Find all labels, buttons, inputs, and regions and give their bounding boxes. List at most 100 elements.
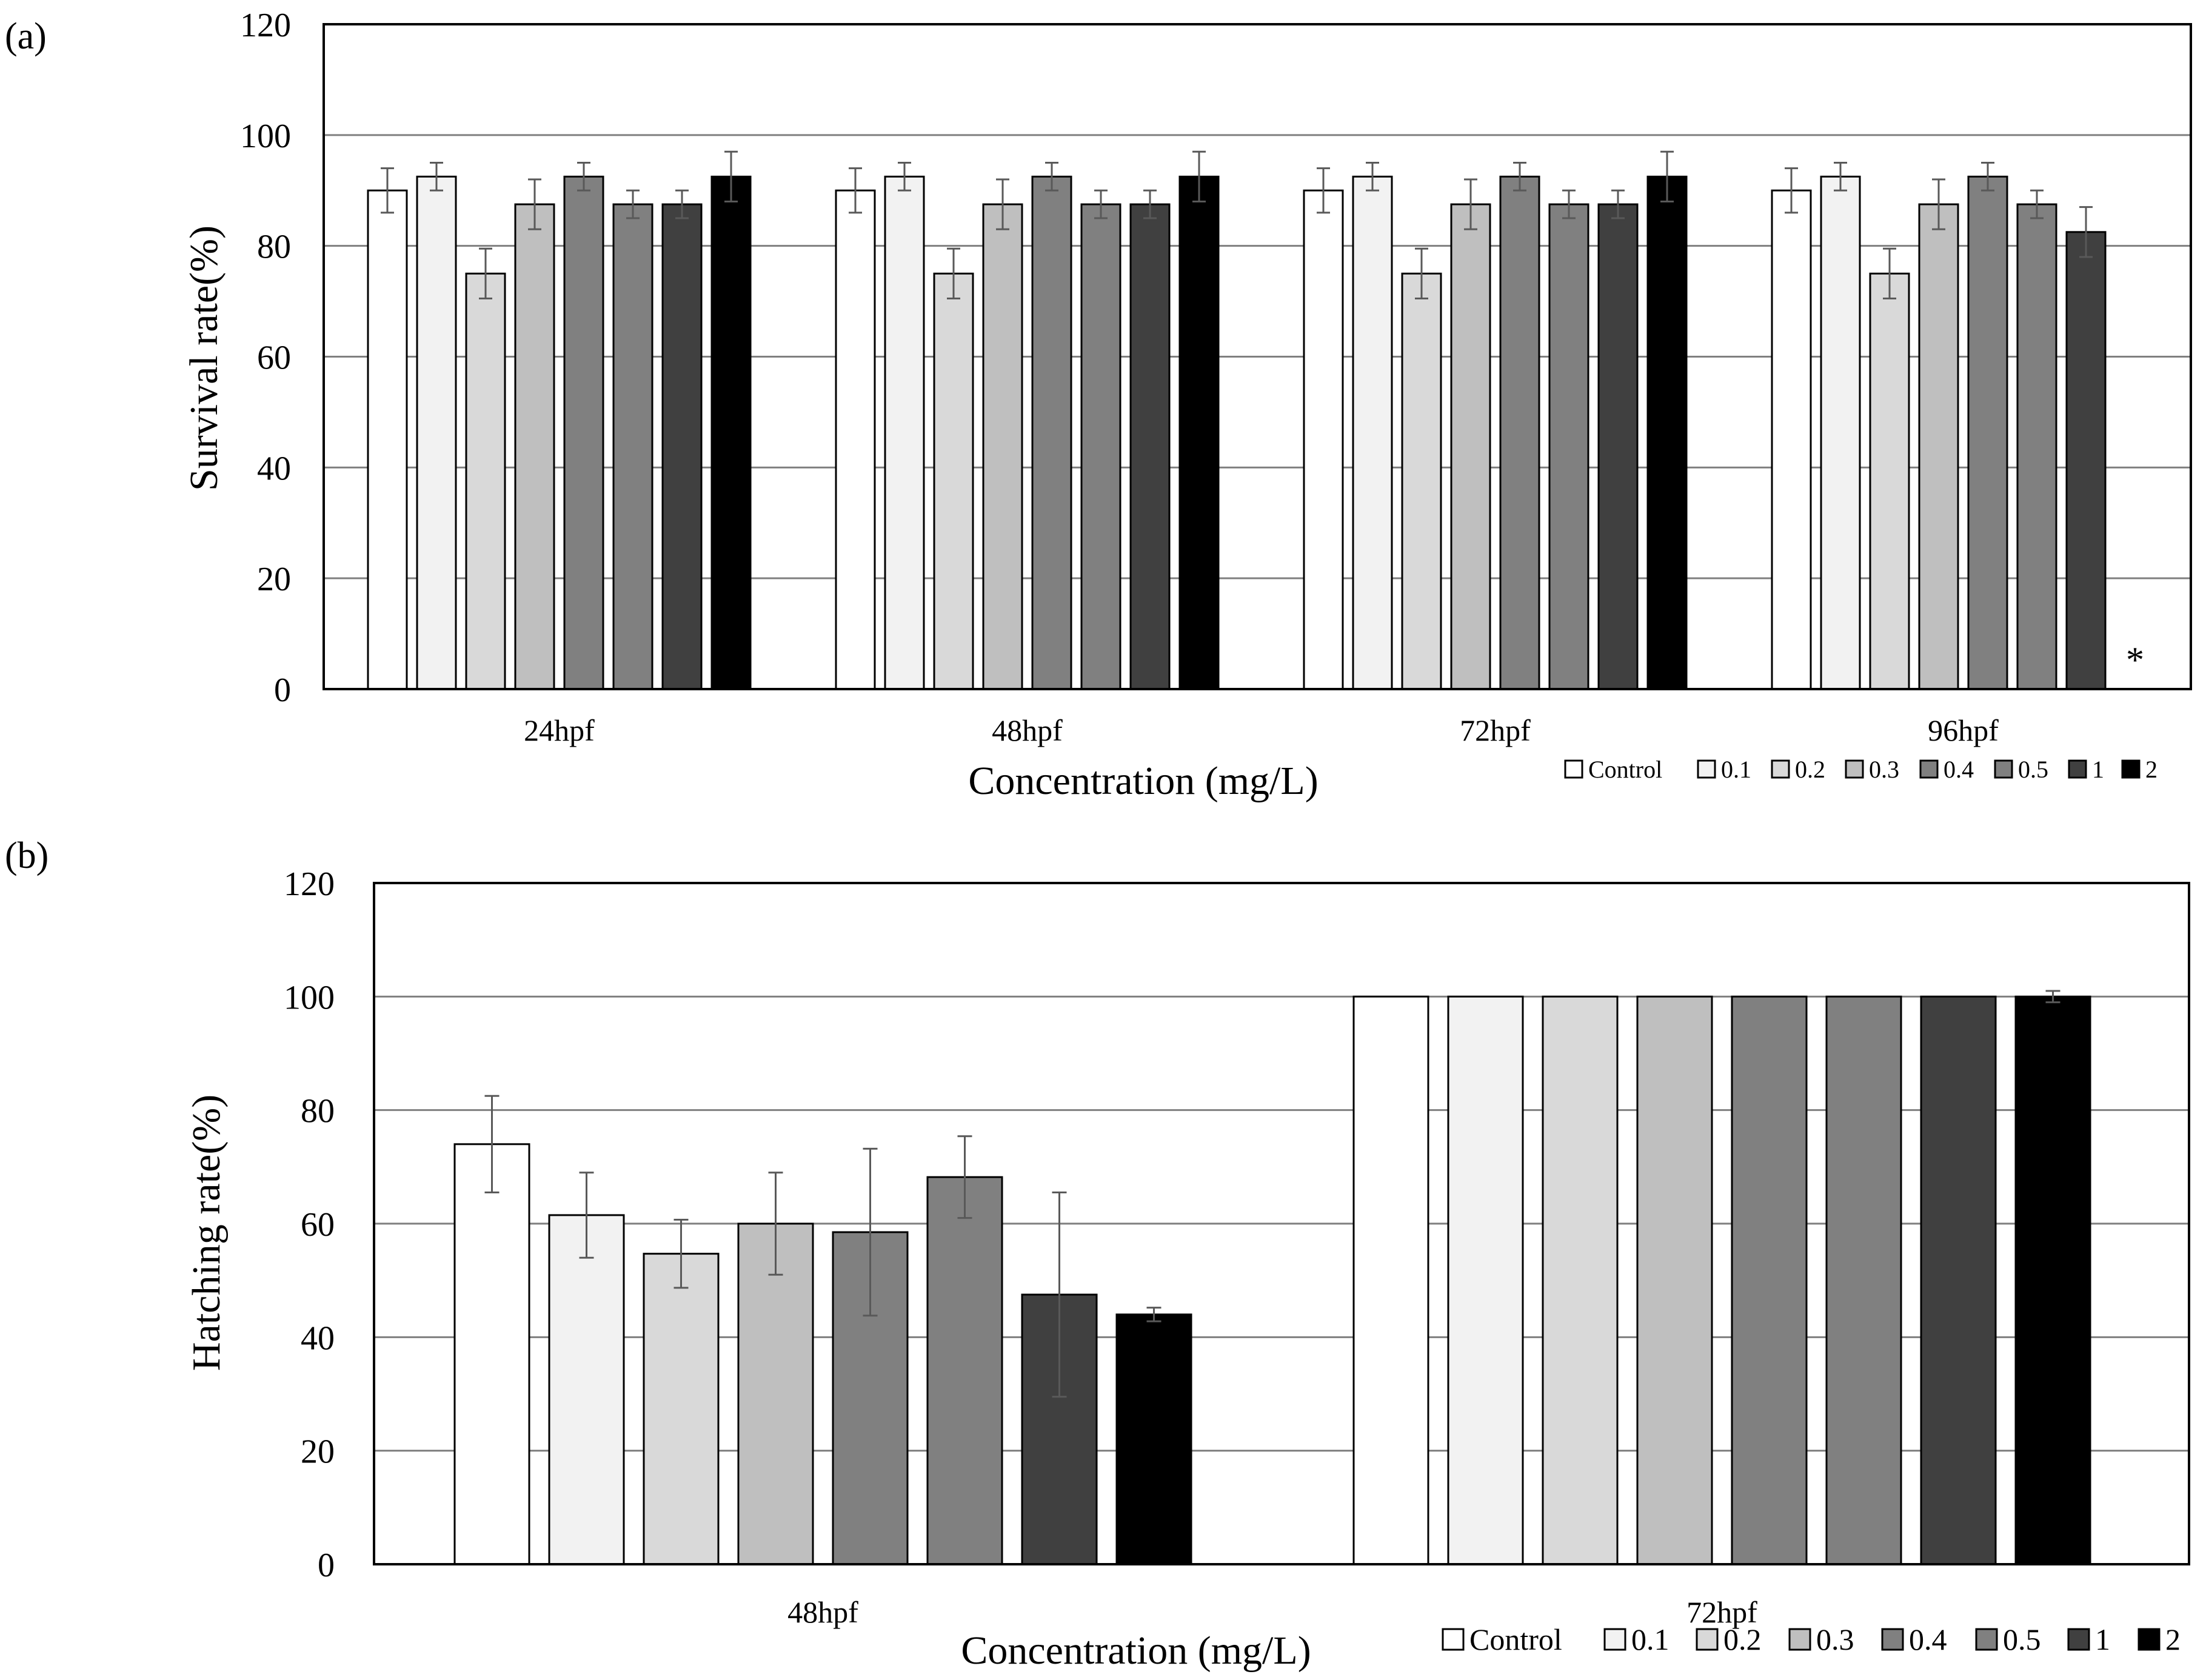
panel-b-bar bbox=[548, 1214, 625, 1565]
panel-b-plot: 0 20 40 60 80 100 120 48hpf 72hpf Control 0.1 0.2 0.… bbox=[284, 865, 2190, 1656]
panel-a-bar bbox=[2065, 231, 2107, 690]
panel-b-bar bbox=[2014, 995, 2091, 1565]
panel-a-label: (a) bbox=[5, 16, 47, 57]
panel-b-bar bbox=[643, 1253, 720, 1565]
panel-b-legend-swatch bbox=[2137, 1628, 2161, 1651]
panel-a-bar bbox=[710, 175, 752, 690]
panel-a-bar bbox=[514, 203, 555, 690]
panel-a-bar bbox=[982, 203, 1023, 690]
panel-a-plot-frame bbox=[323, 23, 2192, 690]
panel-a-legend-swatch bbox=[1564, 759, 1583, 779]
panel-a-bar bbox=[1080, 203, 1121, 690]
panel-b-ytick-label: 120 bbox=[284, 865, 335, 903]
panel-a-bar bbox=[465, 272, 506, 690]
panel-b-legend-label: 0.4 bbox=[1909, 1622, 1947, 1656]
panel-a-ytick-label: 40 bbox=[257, 450, 291, 487]
panel-b-legend-swatch bbox=[1442, 1628, 1465, 1651]
panel-a-bar bbox=[933, 272, 974, 690]
panel-a-bar bbox=[2016, 203, 2057, 690]
panel-b-legend-label: 0.5 bbox=[2003, 1622, 2041, 1656]
panel-a-ylabel: Survival rate(%) bbox=[182, 225, 226, 491]
panel-b-bar bbox=[1447, 995, 1524, 1565]
panel-a-bar bbox=[884, 175, 925, 690]
panel-b-bar bbox=[1542, 995, 1619, 1565]
panel-a-bar bbox=[835, 189, 876, 690]
panel-b-legend-label: 0.3 bbox=[1816, 1622, 1854, 1656]
panel-a-bar bbox=[1548, 203, 1589, 690]
panel-a-legend-swatch bbox=[1771, 759, 1790, 779]
panel-b-label: (b) bbox=[5, 835, 48, 876]
panel-a-significance-annotation: * bbox=[2126, 640, 2144, 680]
panel-a-legend-swatch bbox=[1697, 759, 1716, 779]
panel-a-bar bbox=[1597, 203, 1639, 690]
panel-b-ytick-label: 40 bbox=[301, 1319, 335, 1357]
panel-a-legend-label: 0.5 bbox=[2018, 756, 2048, 783]
panel-a-bar bbox=[1646, 175, 1688, 690]
panel-a-bar bbox=[1869, 272, 1910, 690]
panel-a-legend-label: Control bbox=[1588, 756, 1662, 783]
panel-a-bar bbox=[1499, 175, 1540, 690]
panel-a-category-label: 24hpf bbox=[524, 713, 595, 747]
panel-a-bar bbox=[1031, 175, 1072, 690]
panel-b-ytick-label: 100 bbox=[284, 979, 335, 1016]
panel-a-bar bbox=[1918, 203, 1959, 690]
panel-a-legend-swatch bbox=[1845, 759, 1864, 779]
panel-b-legend-swatch bbox=[1975, 1628, 1998, 1651]
panel-b-bar bbox=[1115, 1313, 1192, 1565]
panel-b-xlabel: Concentration (mg/L) bbox=[961, 1628, 1311, 1673]
panel-a-bar bbox=[1967, 175, 2008, 690]
panel-b-ytick-label: 60 bbox=[301, 1206, 335, 1244]
panel-b-legend-swatch bbox=[1881, 1628, 1904, 1651]
panel-b-legend-label: 2 bbox=[2165, 1622, 2181, 1656]
panel-b-legend-swatch bbox=[1788, 1628, 1811, 1651]
panel-a-ytick-label: 120 bbox=[240, 7, 291, 44]
panel-a-ytick-label: 20 bbox=[257, 561, 291, 598]
panel-a-bar bbox=[563, 175, 604, 690]
panel-b-bar bbox=[453, 1143, 530, 1565]
panel-b-bar bbox=[1920, 995, 1997, 1565]
panel-b-bar bbox=[1731, 995, 1808, 1565]
panel-b-legend-label: 0.2 bbox=[1723, 1622, 1762, 1656]
panel-a-bar bbox=[1401, 272, 1442, 690]
panel-a-ytick-label: 80 bbox=[257, 228, 291, 266]
panel-a-bar bbox=[661, 203, 703, 690]
panel-a-legend-swatch bbox=[2121, 759, 2141, 779]
panel-a-bar bbox=[1820, 175, 1861, 690]
panel-a-bar bbox=[416, 175, 457, 690]
panel-b-bar bbox=[737, 1222, 814, 1565]
panel-a-bar bbox=[1771, 189, 1812, 690]
panel-a-ytick-label: 0 bbox=[274, 672, 291, 709]
panel-b-legend-label: Control bbox=[1469, 1622, 1562, 1656]
panel-a-legend-swatch bbox=[2068, 759, 2087, 779]
panel-a-bar bbox=[1450, 203, 1491, 690]
panel-b-bar bbox=[926, 1176, 1003, 1565]
panel-a-ytick-label: 100 bbox=[240, 118, 291, 155]
panel-a-legend-label: 0.3 bbox=[1869, 756, 1899, 783]
panel-b-ytick-label: 80 bbox=[301, 1093, 335, 1130]
panel-b-ylabel: Hatching rate(%) bbox=[184, 1095, 229, 1371]
panel-b-bar bbox=[1825, 995, 1902, 1565]
panel-a-bar bbox=[1303, 189, 1344, 690]
panel-b-category-label: 48hpf bbox=[787, 1595, 858, 1629]
panel-b-legend-swatch bbox=[1696, 1628, 1719, 1651]
panel-b-legend-label: 1 bbox=[2095, 1622, 2110, 1656]
panel-a-legend-label: 0.1 bbox=[1721, 756, 1751, 783]
panel-a-category-label: 96hpf bbox=[1928, 713, 1999, 747]
panel-a-category-label: 72hpf bbox=[1460, 713, 1531, 747]
panel-a-legend-swatch bbox=[1994, 759, 2013, 779]
panel-a-legend-swatch bbox=[1919, 759, 1939, 779]
panel-b-legend-swatch bbox=[2067, 1628, 2090, 1651]
panel-a-bar bbox=[1178, 175, 1220, 690]
panel-b-bar bbox=[1352, 995, 1429, 1565]
panel-a-plot: 0 20 40 60 80 100 120 24hpf 48hpf 72hpf 96hpf * Cont… bbox=[240, 7, 2192, 783]
panel-a-xlabel: Concentration (mg/L) bbox=[968, 759, 1318, 803]
panel-a-bar bbox=[367, 189, 408, 690]
panel-a-ytick-label: 60 bbox=[257, 339, 291, 377]
panel-b-plot-frame bbox=[373, 882, 2190, 1565]
panel-b-ytick-label: 0 bbox=[318, 1547, 335, 1584]
panel-b-category-label: 72hpf bbox=[1686, 1595, 1757, 1629]
panel-b-legend-swatch bbox=[1603, 1628, 1626, 1651]
panel-a-legend-label: 1 bbox=[2092, 756, 2104, 783]
panel-a-legend-label: 0.4 bbox=[1944, 756, 1974, 783]
